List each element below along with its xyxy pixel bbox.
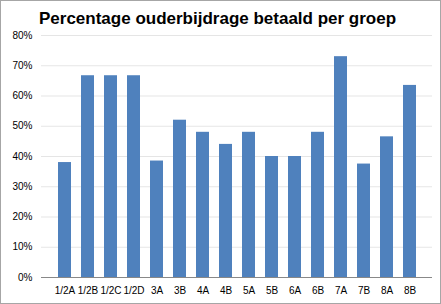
svg-text:8B: 8B (404, 285, 417, 296)
svg-text:80%: 80% (12, 30, 32, 41)
svg-text:70%: 70% (12, 60, 32, 71)
svg-text:40%: 40% (12, 151, 32, 162)
svg-text:8A: 8A (381, 285, 394, 296)
svg-text:1/2D: 1/2D (123, 285, 144, 296)
svg-text:1/2A: 1/2A (55, 285, 76, 296)
svg-text:1/2C: 1/2C (100, 285, 121, 296)
svg-text:60%: 60% (12, 90, 32, 101)
svg-text:50%: 50% (12, 120, 32, 131)
svg-text:6B: 6B (312, 285, 325, 296)
svg-text:6A: 6A (289, 285, 302, 296)
svg-text:7A: 7A (335, 285, 348, 296)
svg-text:0%: 0% (18, 272, 33, 283)
svg-text:3A: 3A (151, 285, 164, 296)
svg-text:4B: 4B (220, 285, 233, 296)
svg-text:20%: 20% (12, 211, 32, 222)
svg-text:4A: 4A (197, 285, 210, 296)
svg-text:5A: 5A (243, 285, 256, 296)
html-text:Percentage ouderbijdrage betaa: Percentage ouderbijdrage betaald per gro… (39, 9, 397, 28)
svg-text:10%: 10% (12, 241, 32, 252)
svg-text:30%: 30% (12, 181, 32, 192)
svg-text:7B: 7B (358, 285, 371, 296)
svg-text:3B: 3B (174, 285, 187, 296)
svg-text:5B: 5B (266, 285, 279, 296)
svg-text:1/2B: 1/2B (78, 285, 99, 296)
